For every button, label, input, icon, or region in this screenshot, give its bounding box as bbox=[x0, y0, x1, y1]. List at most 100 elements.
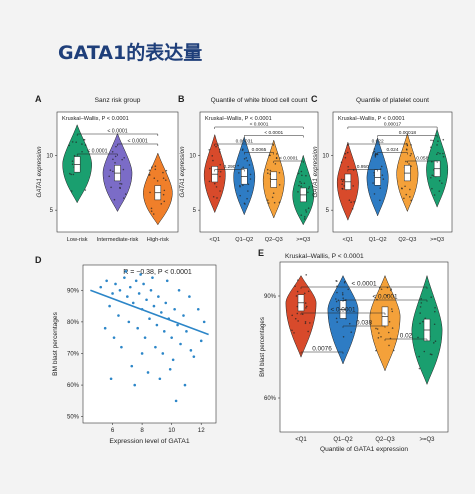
comparison-p-label-E: 0.038 bbox=[356, 320, 372, 327]
x-tick-label-E: Q2–Q3 bbox=[375, 437, 395, 443]
jitter-point-E bbox=[430, 296, 433, 298]
jitter-point-B bbox=[299, 180, 301, 183]
jitter-point-B bbox=[208, 167, 211, 170]
jitter-point-A bbox=[162, 171, 164, 174]
jitter-point-E bbox=[350, 331, 353, 333]
jitter-point-B bbox=[303, 218, 306, 220]
jitter-point-E bbox=[429, 353, 432, 355]
jitter-point-C bbox=[340, 178, 343, 181]
slide-title: GATA1的表达量 bbox=[58, 42, 203, 64]
comparison-bracket-C bbox=[377, 152, 408, 155]
jitter-point-C bbox=[442, 138, 445, 141]
jitter-point-B bbox=[305, 211, 308, 213]
comparison-bracket-C bbox=[347, 126, 438, 129]
jitter-point-E bbox=[305, 305, 308, 308]
comparison-p-label-E: < 0.0001 bbox=[351, 281, 376, 288]
x-tick-label-E: >=Q3 bbox=[419, 437, 435, 443]
scatter-point-D bbox=[177, 288, 181, 292]
scatter-point-D bbox=[199, 339, 203, 343]
jitter-point-E bbox=[434, 340, 437, 342]
jitter-point-E bbox=[376, 328, 379, 330]
jitter-point-E bbox=[305, 274, 308, 276]
y-tick-label-D: 70% bbox=[67, 351, 80, 357]
jitter-point-E bbox=[342, 297, 344, 299]
jitter-point-B bbox=[266, 199, 269, 201]
scatter-point-D bbox=[128, 285, 132, 289]
jitter-point-E bbox=[304, 320, 307, 323]
jitter-point-A bbox=[150, 210, 153, 212]
comparison-p-label-A: < 0.0001 bbox=[107, 129, 127, 135]
jitter-point-A bbox=[71, 160, 74, 162]
scatter-point-D bbox=[118, 288, 122, 292]
comparison-p-label-C: 0.022 bbox=[372, 139, 384, 145]
x-tick-label-C: <Q1 bbox=[343, 237, 354, 243]
jitter-point-B bbox=[267, 202, 270, 204]
jitter-point-A bbox=[75, 141, 77, 143]
jitter-point-E bbox=[390, 308, 393, 310]
jitter-point-C bbox=[340, 161, 343, 164]
jitter-point-E bbox=[387, 331, 390, 334]
jitter-point-A bbox=[148, 173, 150, 176]
scatter-point-D bbox=[183, 383, 187, 387]
comparison-p-label-E: 0.02 bbox=[400, 333, 413, 340]
jitter-point-B bbox=[237, 164, 239, 167]
jitter-point-A bbox=[162, 177, 165, 180]
jitter-point-E bbox=[304, 302, 307, 304]
jitter-point-E bbox=[335, 280, 337, 282]
jitter-point-B bbox=[218, 148, 221, 151]
jitter-point-B bbox=[247, 190, 249, 192]
jitter-point-A bbox=[112, 158, 114, 161]
scatter-point-D bbox=[157, 295, 160, 298]
jitter-point-A bbox=[160, 203, 163, 205]
jitter-point-E bbox=[377, 337, 380, 339]
comparison-bracket-B bbox=[214, 169, 245, 172]
scatter-point-D bbox=[154, 345, 157, 349]
jitter-point-B bbox=[238, 172, 240, 174]
scatter-point-D bbox=[142, 282, 145, 286]
jitter-point-E bbox=[341, 292, 344, 294]
jitter-point-B bbox=[211, 155, 214, 157]
y-tick-label-B: 10 bbox=[189, 154, 196, 160]
jitter-point-B bbox=[217, 144, 219, 147]
correlation-annotation-D: R = −0.38, P < 0.0001 bbox=[123, 269, 192, 276]
scatter-point-D bbox=[148, 317, 151, 321]
jitter-point-A bbox=[70, 190, 73, 192]
scatter-point-D bbox=[108, 304, 111, 308]
jitter-point-C bbox=[431, 187, 433, 190]
jitter-point-B bbox=[219, 163, 222, 166]
jitter-point-A bbox=[71, 141, 74, 143]
jitter-point-E bbox=[342, 335, 345, 338]
jitter-point-C bbox=[431, 160, 433, 163]
jitter-point-C bbox=[403, 197, 405, 200]
jitter-point-C bbox=[353, 201, 356, 203]
jitter-point-C bbox=[404, 185, 406, 188]
jitter-point-B bbox=[213, 182, 216, 185]
jitter-point-C bbox=[432, 139, 434, 142]
jitter-point-E bbox=[303, 292, 306, 295]
jitter-point-E bbox=[294, 285, 296, 288]
scatter-point-D bbox=[160, 311, 163, 314]
jitter-point-E bbox=[388, 320, 391, 323]
jitter-point-A bbox=[148, 169, 151, 172]
comparison-p-label-E: 0.0076 bbox=[312, 346, 332, 353]
scatter-point-D bbox=[133, 383, 137, 387]
jitter-point-E bbox=[307, 330, 309, 333]
jitter-point-A bbox=[163, 200, 166, 203]
jitter-point-C bbox=[409, 154, 412, 157]
jitter-point-E bbox=[418, 367, 421, 370]
test-annotation-B: Kruskal–Wallis, P < 0.0001 bbox=[205, 116, 272, 122]
jitter-point-B bbox=[307, 207, 310, 209]
jitter-point-E bbox=[423, 350, 426, 353]
jitter-point-E bbox=[308, 322, 311, 324]
jitter-point-C bbox=[342, 178, 345, 181]
x-tick-label-B: <Q1 bbox=[209, 237, 220, 243]
scatter-point-D bbox=[168, 367, 172, 371]
comparison-bracket-B bbox=[214, 143, 274, 146]
jitter-point-A bbox=[110, 186, 112, 189]
scatter-point-D bbox=[192, 355, 196, 358]
jitter-point-A bbox=[150, 207, 153, 210]
jitter-point-A bbox=[154, 168, 157, 171]
scatter-point-D bbox=[174, 399, 178, 403]
comparison-bracket-C bbox=[377, 135, 438, 138]
jitter-point-E bbox=[295, 295, 298, 297]
